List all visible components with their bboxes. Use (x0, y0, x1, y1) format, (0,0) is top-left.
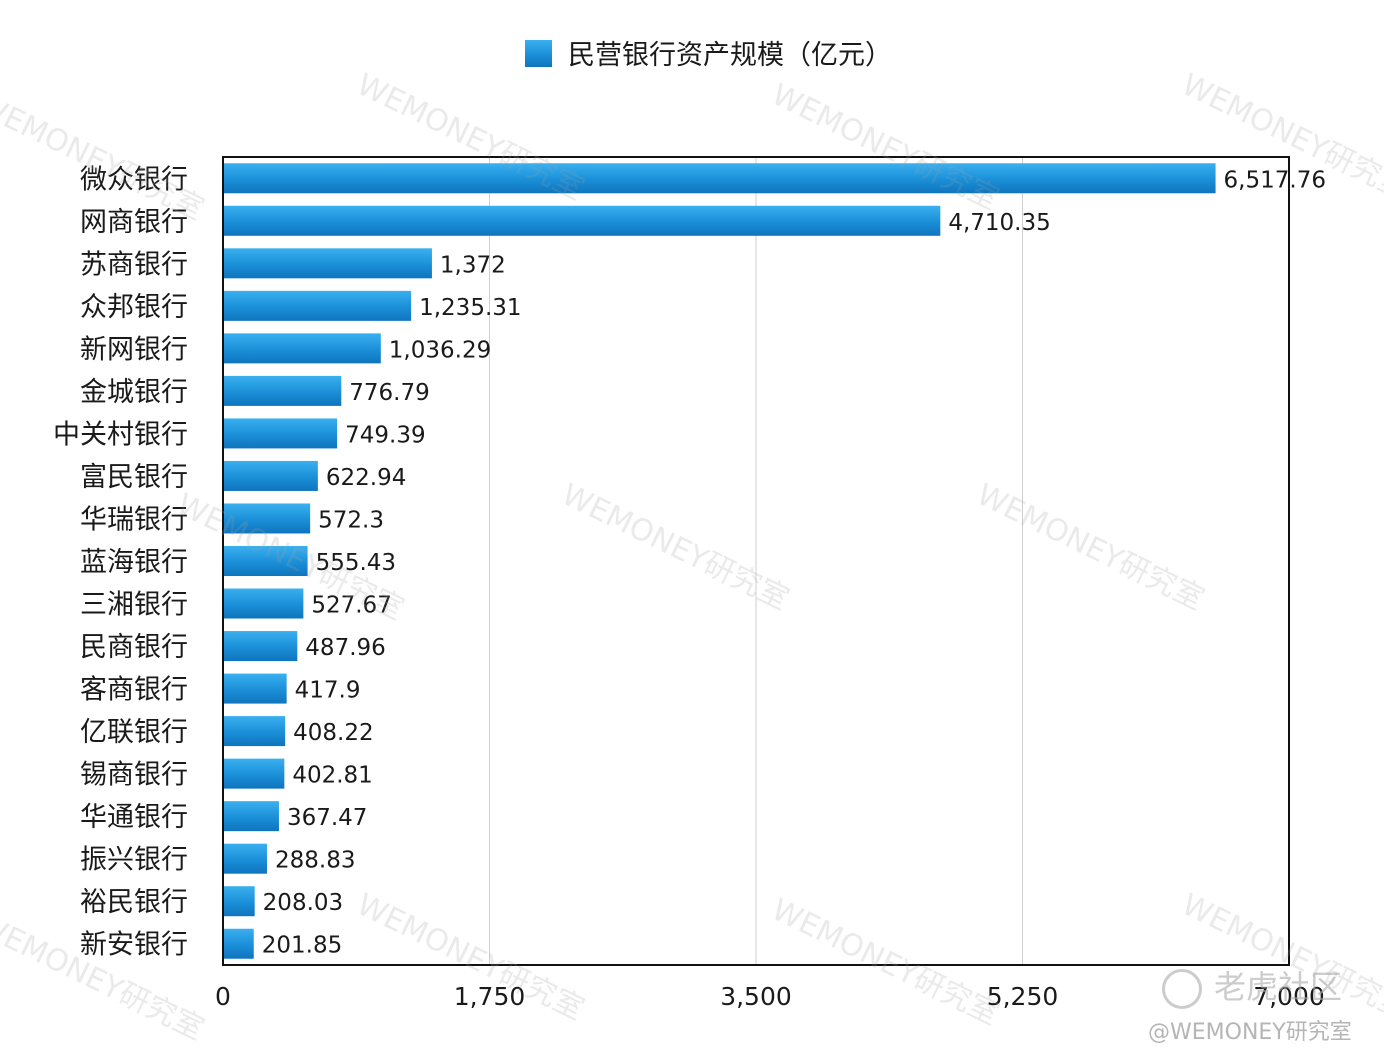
legend-swatch (525, 40, 552, 67)
category-label: 网商银行 (80, 207, 188, 238)
category-label: 裕民银行 (80, 887, 188, 918)
category-label: 锡商银行 (80, 760, 188, 791)
category-label: 金城银行 (80, 377, 188, 408)
value-label: 367.47 (287, 805, 367, 831)
bar (224, 546, 308, 576)
category-label: 亿联银行 (80, 717, 188, 748)
value-label: 1,235.31 (419, 295, 521, 321)
value-labels: 6,517.76 4,710.35 1,372 1,235.31 1,036.29 776… (262, 167, 1326, 958)
category-label: 华通银行 (80, 802, 188, 833)
category-label: 三湘银行 (80, 590, 188, 621)
value-label: 572.3 (318, 507, 384, 533)
bar (224, 460, 318, 491)
bar (224, 631, 298, 662)
site-watermark: 老虎社区 (1162, 962, 1342, 1009)
bar (224, 588, 304, 619)
value-label: 288.83 (275, 848, 355, 874)
value-label: 1,036.29 (389, 337, 491, 363)
value-label: 208.03 (263, 890, 343, 916)
value-label: 487.96 (305, 635, 385, 661)
bar (224, 375, 342, 406)
value-label: 408.22 (293, 720, 373, 746)
bar (224, 248, 432, 279)
site-logo-icon (1162, 969, 1202, 1009)
plot-frame (222, 156, 1290, 966)
value-label: 527.67 (311, 593, 391, 619)
bar (224, 290, 412, 321)
legend: 民营银行资产规模（亿元） (525, 40, 892, 71)
bar (224, 205, 941, 236)
value-label: 402.81 (292, 763, 372, 789)
value-label: 555.43 (316, 550, 396, 576)
bar (224, 333, 381, 364)
legend-label: 民营银行资产规模（亿元） (568, 40, 892, 71)
category-label: 新网银行 (80, 334, 188, 365)
bar (224, 843, 267, 874)
x-tick-label: 0 (215, 982, 231, 1011)
category-labels: 微众银行网商银行苏商银行众邦银行新网银行金城银行中关村银行富民银行华瑞银行蓝海银… (53, 164, 188, 960)
grid-lines (489, 157, 1023, 965)
bar (224, 886, 255, 917)
category-label: 微众银行 (80, 164, 188, 195)
x-tick-label: 7,000 (1253, 982, 1325, 1011)
bar (224, 801, 279, 832)
category-label: 客商银行 (80, 675, 188, 706)
category-label: 苏商银行 (80, 249, 188, 280)
bars (224, 163, 1216, 959)
site-watermark-text: 老虎社区 (1214, 968, 1343, 1006)
x-tick-label: 5,250 (987, 982, 1059, 1011)
bar (224, 503, 311, 534)
value-label: 776.79 (349, 380, 429, 406)
category-label: 富民银行 (80, 462, 188, 493)
category-label: 华瑞银行 (80, 504, 188, 535)
category-label: 众邦银行 (80, 292, 188, 323)
category-label: 振兴银行 (80, 845, 188, 876)
value-label: 4,710.35 (948, 210, 1050, 236)
value-label: 6,517.76 (1224, 167, 1326, 193)
x-tick-labels: 0 1,750 3,500 5,250 7,000 (215, 982, 1325, 1011)
bar (224, 928, 254, 959)
x-tick-label: 3,500 (720, 982, 792, 1011)
category-label: 蓝海银行 (80, 547, 188, 578)
category-label: 中关村银行 (53, 419, 188, 450)
bar (224, 163, 1216, 194)
footer-watermark: @WEMONEY研究室 (1148, 1020, 1352, 1045)
bar (224, 716, 286, 747)
value-label: 201.85 (262, 933, 342, 959)
value-label: 622.94 (326, 465, 406, 491)
bar (224, 758, 285, 789)
value-label: 749.39 (345, 422, 425, 448)
category-label: 新安银行 (80, 930, 188, 961)
category-label: 民商银行 (80, 632, 188, 663)
bar (224, 673, 287, 704)
bar (224, 418, 338, 449)
value-label: 417.9 (295, 678, 361, 704)
x-tick-label: 1,750 (454, 982, 526, 1011)
value-label: 1,372 (440, 252, 506, 278)
